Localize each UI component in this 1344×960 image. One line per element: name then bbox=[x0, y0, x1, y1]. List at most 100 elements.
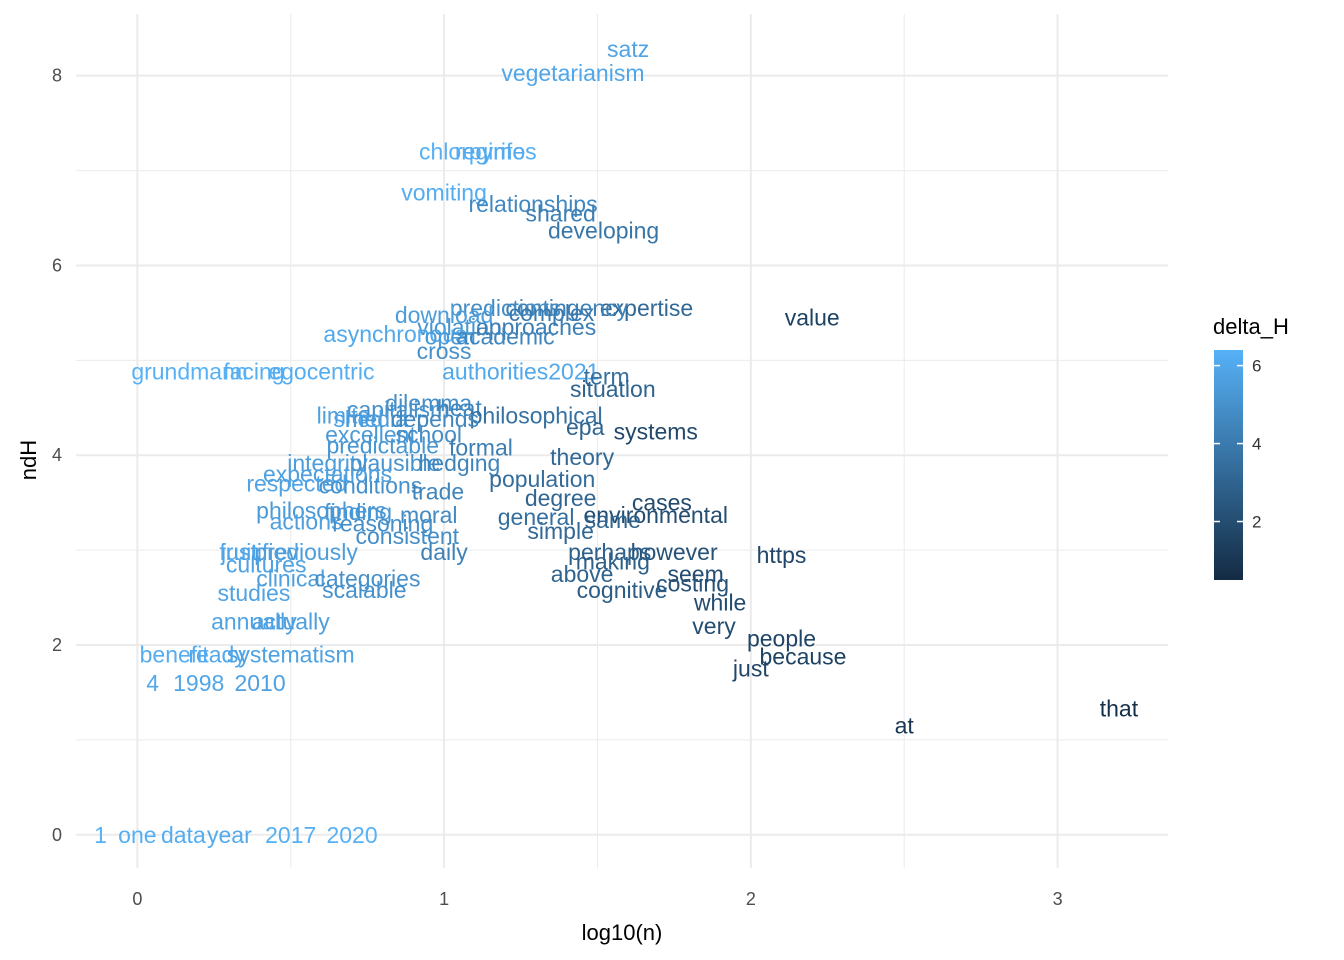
word-label: chlorpyrifos bbox=[419, 139, 537, 165]
y-tick-label: 2 bbox=[52, 635, 62, 655]
x-tick-label: 2 bbox=[746, 889, 756, 909]
word-label: benefit bbox=[140, 642, 210, 668]
word-label: vomiting bbox=[401, 179, 487, 205]
legend-tick-label: 2 bbox=[1252, 513, 1261, 532]
word-label: daily bbox=[420, 539, 468, 565]
word-label: general bbox=[498, 504, 575, 530]
word-label: annually bbox=[211, 608, 297, 634]
word-label: same bbox=[585, 507, 641, 533]
word-label: dilemma bbox=[385, 390, 472, 416]
legend-tick-label: 6 bbox=[1252, 357, 1261, 376]
word-label: developing bbox=[548, 217, 659, 243]
legend: delta_H 2 4 6 bbox=[1213, 314, 1289, 580]
word-label: systematism bbox=[227, 642, 355, 668]
x-tick-label: 3 bbox=[1053, 889, 1063, 909]
word-label: that bbox=[1100, 696, 1139, 722]
word-label: degree bbox=[525, 485, 597, 511]
word-label: approaches bbox=[476, 314, 596, 340]
word-label: grundmann bbox=[131, 359, 247, 385]
word-label: complex bbox=[509, 300, 595, 326]
word-label: actions bbox=[270, 509, 343, 535]
word-label: reasoning bbox=[332, 511, 433, 537]
word-label: categories bbox=[314, 566, 420, 592]
word-label: expectations bbox=[263, 461, 392, 487]
word-label: cultures bbox=[226, 551, 307, 577]
word-label: academic bbox=[456, 324, 554, 350]
word-label: term bbox=[584, 363, 630, 389]
word-label: ready bbox=[188, 642, 246, 668]
x-axis-title: log10(n) bbox=[582, 920, 663, 945]
word-label: however bbox=[631, 539, 718, 565]
word-label: asynchronous bbox=[323, 321, 466, 347]
word-label: above bbox=[551, 561, 614, 587]
legend-tick-label: 4 bbox=[1252, 435, 1261, 454]
word-label: egocentric bbox=[268, 359, 374, 385]
word-label: population bbox=[489, 466, 595, 492]
word-label: hedging bbox=[418, 450, 500, 476]
grid bbox=[76, 14, 1168, 868]
word-label: perhaps bbox=[568, 539, 651, 565]
word-label: https bbox=[757, 542, 807, 568]
word-label: one bbox=[118, 822, 156, 848]
word-label: media bbox=[345, 406, 408, 432]
word-label: systems bbox=[614, 419, 698, 445]
word-label: trade bbox=[412, 478, 464, 504]
y-tick-label: 8 bbox=[52, 66, 62, 86]
word-label: epa bbox=[566, 414, 605, 440]
word-label: environmental bbox=[584, 502, 728, 528]
word-label: plausible bbox=[350, 450, 441, 476]
word-label: year bbox=[207, 822, 252, 848]
word-label: simple bbox=[527, 518, 593, 544]
word-label: predictions bbox=[450, 295, 561, 321]
word-label: limits bbox=[317, 402, 369, 428]
y-tick-label: 6 bbox=[52, 255, 62, 275]
word-label: 2010 bbox=[234, 670, 285, 696]
word-label: previously bbox=[254, 539, 358, 565]
word-label: vegetarianism bbox=[501, 60, 644, 86]
word-label: regime bbox=[455, 139, 525, 165]
word-label: philosophical bbox=[470, 402, 603, 428]
word-label: seem bbox=[667, 561, 723, 587]
y-tick-label: 4 bbox=[52, 445, 62, 465]
word-label: contingency bbox=[505, 295, 628, 321]
word-label: 1998 bbox=[173, 670, 224, 696]
word-label: 2020 bbox=[326, 822, 377, 848]
y-axis-title: ndH bbox=[16, 440, 41, 480]
word-label: depends bbox=[391, 406, 479, 432]
word-label: cases bbox=[632, 490, 692, 516]
word-label: download bbox=[395, 302, 493, 328]
word-label: shared bbox=[525, 200, 595, 226]
legend-ticks: 2 4 6 bbox=[1214, 357, 1261, 532]
word-label: violation bbox=[417, 314, 501, 340]
x-tick-label: 1 bbox=[439, 889, 449, 909]
word-label: cross bbox=[417, 338, 472, 364]
word-label: respected bbox=[246, 471, 347, 497]
word-label: value bbox=[785, 305, 840, 331]
word-label: just bbox=[732, 656, 769, 682]
word-label: finding bbox=[324, 499, 392, 525]
word-label: theory bbox=[550, 444, 614, 470]
word-label: clinical bbox=[256, 566, 325, 592]
word-label: very bbox=[692, 613, 736, 639]
word-label: 4 bbox=[146, 670, 159, 696]
word-label: costing bbox=[656, 570, 729, 596]
x-axis-ticks: 0 1 2 3 bbox=[132, 889, 1062, 909]
word-label: formal bbox=[449, 435, 513, 461]
y-tick-label: 0 bbox=[52, 825, 62, 845]
word-label: open bbox=[425, 324, 476, 350]
legend-colorbar bbox=[1214, 350, 1243, 580]
word-label: making bbox=[576, 549, 650, 575]
word-label: actually bbox=[252, 608, 330, 634]
word-label: at bbox=[895, 713, 915, 739]
word-label: scalable bbox=[322, 577, 406, 603]
word-label: excellent bbox=[325, 421, 416, 447]
word-label: studies bbox=[217, 580, 290, 606]
word-label: school bbox=[396, 421, 462, 447]
word-label: expertise bbox=[600, 295, 693, 321]
word-label: while bbox=[693, 589, 746, 615]
word-label: capitalism bbox=[347, 397, 449, 423]
word-label: people bbox=[747, 625, 816, 651]
word-label: shed bbox=[333, 406, 383, 432]
